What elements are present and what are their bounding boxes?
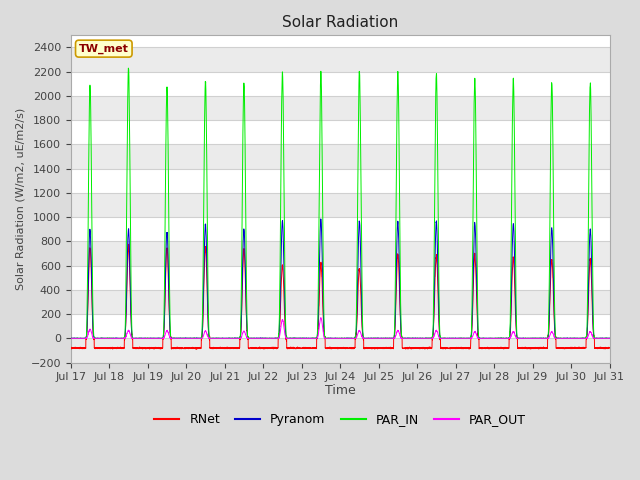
X-axis label: Time: Time (324, 384, 355, 396)
Y-axis label: Solar Radiation (W/m2, uE/m2/s): Solar Radiation (W/m2, uE/m2/s) (15, 108, 25, 290)
Bar (71, 241, 609, 265)
Text: TW_met: TW_met (79, 44, 129, 54)
Bar (71, 144, 609, 168)
Bar (71, 48, 609, 72)
Legend: RNet, Pyranom, PAR_IN, PAR_OUT: RNet, Pyranom, PAR_IN, PAR_OUT (150, 408, 531, 431)
Bar (71, 338, 609, 362)
Bar (71, 290, 609, 314)
Title: Solar Radiation: Solar Radiation (282, 15, 398, 30)
Bar (71, 96, 609, 120)
Bar (71, 193, 609, 217)
